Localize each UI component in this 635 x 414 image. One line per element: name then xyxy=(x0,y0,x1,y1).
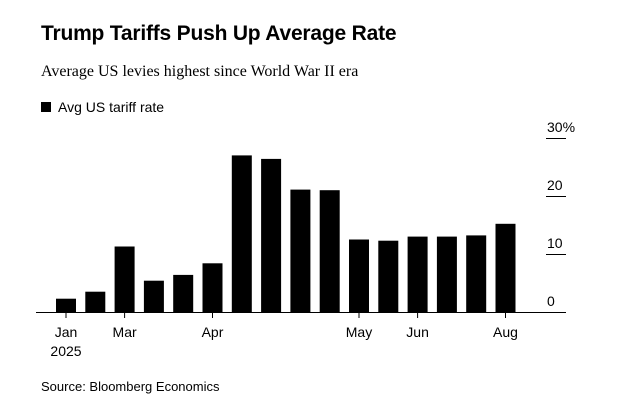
bar-0 xyxy=(56,298,76,312)
bar-6 xyxy=(231,155,252,312)
bar-9 xyxy=(319,190,340,312)
x-tick-year-0: 2025 xyxy=(50,343,81,359)
chart-legend: Avg US tariff rate xyxy=(41,99,164,115)
x-tick-label-5: Aug xyxy=(493,324,518,340)
y-tick-label-1: 10 xyxy=(547,235,563,251)
chart-title: Trump Tariffs Push Up Average Rate xyxy=(41,22,397,45)
x-tick-label-1: Mar xyxy=(113,324,137,340)
x-tick-label-0: Jan xyxy=(55,324,78,340)
bar-2 xyxy=(114,246,135,312)
source-note: Source: Bloomberg Economics xyxy=(41,379,220,394)
x-tick-label-3: May xyxy=(346,324,372,340)
x-tick-label-2: Apr xyxy=(202,324,224,340)
bar-5 xyxy=(202,263,223,312)
y-tick-label-3: 30% xyxy=(547,119,575,135)
bar-12 xyxy=(407,236,428,312)
y-tick-label-0: 0 xyxy=(547,293,555,309)
legend-swatch xyxy=(41,102,51,112)
bar-10 xyxy=(349,239,369,312)
bar-1 xyxy=(85,291,106,312)
bar-7 xyxy=(261,158,282,312)
bar-11 xyxy=(378,240,399,312)
bar-4 xyxy=(173,274,194,312)
bar-14 xyxy=(466,235,487,312)
bar-13 xyxy=(436,236,457,312)
bar-8 xyxy=(290,189,311,312)
bar-3 xyxy=(143,280,164,312)
chart-subtitle: Average US levies highest since World Wa… xyxy=(41,63,359,80)
y-tick-label-2: 20 xyxy=(547,177,563,193)
x-tick-label-4: Jun xyxy=(406,324,429,340)
legend-label: Avg US tariff rate xyxy=(58,99,165,115)
bar-15 xyxy=(495,223,516,312)
